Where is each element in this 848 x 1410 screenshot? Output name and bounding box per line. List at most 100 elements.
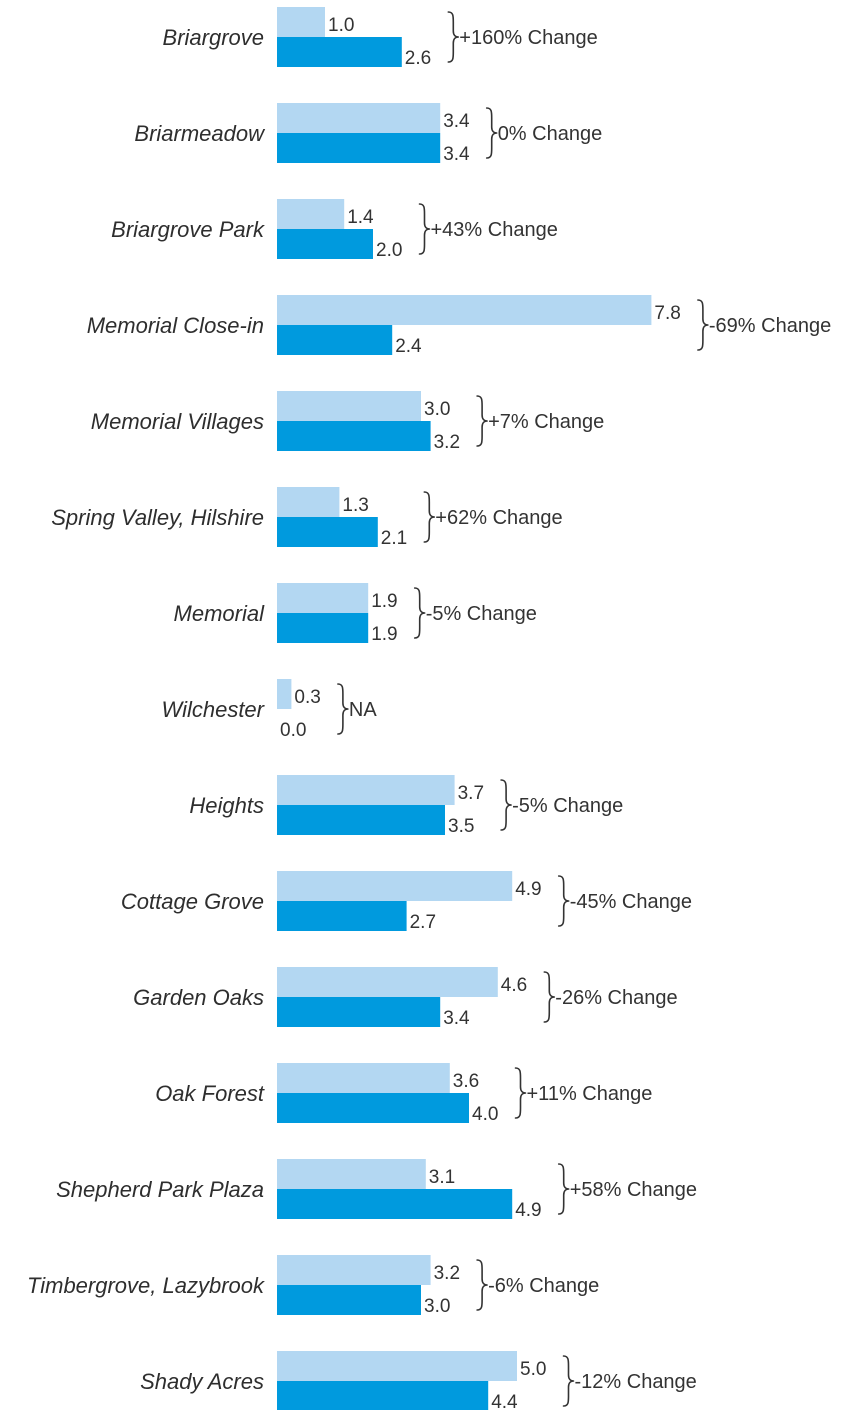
value-label-series-1: 3.4 bbox=[443, 111, 470, 132]
change-label: -5% Change bbox=[426, 603, 537, 625]
category-label: Spring Valley, Hilshire bbox=[51, 505, 264, 530]
bar-series-2 bbox=[277, 901, 407, 931]
change-brace bbox=[476, 395, 488, 447]
category-label: Briarmeadow bbox=[134, 121, 266, 146]
value-label-series-1: 1.0 bbox=[328, 15, 354, 36]
bar-series-1 bbox=[277, 1255, 431, 1285]
change-label: +11% Change bbox=[527, 1083, 653, 1105]
category-label: Timbergrove, Lazybrook bbox=[27, 1273, 265, 1298]
value-label-series-2: 3.5 bbox=[448, 816, 474, 837]
category-label: Heights bbox=[189, 793, 264, 818]
value-label-series-1: 3.7 bbox=[458, 783, 484, 804]
value-label-series-2: 3.4 bbox=[443, 1008, 470, 1029]
bar-series-1 bbox=[277, 775, 455, 805]
category-label: Briargrove bbox=[163, 25, 264, 50]
change-brace bbox=[543, 971, 556, 1023]
change-label: -45% Change bbox=[570, 891, 692, 913]
value-label-series-1: 4.9 bbox=[515, 879, 541, 900]
bar-series-1 bbox=[277, 871, 513, 901]
category-label: Memorial Close-in bbox=[87, 313, 264, 338]
change-label: +43% Change bbox=[431, 219, 558, 241]
change-brace bbox=[447, 11, 460, 63]
value-label-series-2: 0.0 bbox=[280, 720, 306, 741]
value-label-series-2: 2.7 bbox=[410, 912, 436, 933]
value-label-series-2: 4.4 bbox=[491, 1392, 518, 1410]
value-label-series-1: 3.1 bbox=[429, 1167, 455, 1188]
value-label-series-2: 2.4 bbox=[395, 336, 422, 357]
bar-series-1 bbox=[277, 1351, 517, 1381]
bar-series-1 bbox=[277, 679, 292, 709]
bar-series-1 bbox=[277, 967, 498, 997]
category-label: Memorial bbox=[174, 601, 266, 626]
value-label-series-1: 3.0 bbox=[424, 399, 450, 420]
value-label-series-1: 4.6 bbox=[501, 975, 527, 996]
value-label-series-1: 3.2 bbox=[434, 1263, 460, 1284]
value-label-series-1: 0.3 bbox=[294, 687, 320, 708]
category-label: Memorial Villages bbox=[91, 409, 264, 434]
bar-series-2 bbox=[277, 613, 369, 643]
change-label: +58% Change bbox=[570, 1179, 697, 1201]
value-label-series-1: 1.9 bbox=[371, 591, 397, 612]
value-label-series-1: 1.3 bbox=[342, 495, 368, 516]
value-label-series-2: 4.0 bbox=[472, 1104, 498, 1125]
bar-series-2 bbox=[277, 133, 441, 163]
bar-series-1 bbox=[277, 487, 340, 517]
category-label: Garden Oaks bbox=[133, 985, 264, 1010]
change-brace bbox=[500, 779, 512, 831]
bar-series-2 bbox=[277, 1285, 421, 1315]
bar-series-1 bbox=[277, 199, 345, 229]
category-label: Oak Forest bbox=[155, 1081, 265, 1106]
bar-series-2 bbox=[277, 421, 431, 451]
change-label: -6% Change bbox=[488, 1275, 599, 1297]
value-label-series-1: 1.4 bbox=[347, 207, 374, 228]
change-brace bbox=[562, 1355, 575, 1407]
change-brace bbox=[476, 1259, 488, 1311]
change-brace bbox=[413, 587, 426, 639]
category-label: Shady Acres bbox=[140, 1369, 264, 1394]
bar-series-2 bbox=[277, 325, 393, 355]
bar-series-1 bbox=[277, 1159, 426, 1189]
category-label: Wilchester bbox=[162, 697, 266, 722]
bar-series-1 bbox=[277, 391, 421, 421]
value-label-series-1: 3.6 bbox=[453, 1071, 479, 1092]
bar-series-1 bbox=[277, 7, 325, 37]
change-brace bbox=[697, 299, 709, 351]
change-label: -26% Change bbox=[555, 987, 677, 1009]
value-label-series-2: 3.2 bbox=[434, 432, 460, 453]
bar-series-1 bbox=[277, 103, 441, 133]
bar-series-2 bbox=[277, 997, 441, 1027]
change-brace bbox=[423, 491, 436, 543]
change-label: -12% Change bbox=[575, 1371, 697, 1393]
category-label: Cottage Grove bbox=[121, 889, 264, 914]
value-label-series-2: 2.0 bbox=[376, 240, 402, 261]
category-label: Shepherd Park Plaza bbox=[56, 1177, 264, 1202]
value-label-series-2: 2.1 bbox=[381, 528, 407, 549]
change-label: NA bbox=[349, 699, 377, 721]
bar-series-1 bbox=[277, 1063, 450, 1093]
bar-series-2 bbox=[277, 37, 402, 67]
change-brace bbox=[337, 683, 349, 735]
bar-series-2 bbox=[277, 1093, 469, 1123]
change-label: -5% Change bbox=[512, 795, 623, 817]
value-label-series-2: 3.0 bbox=[424, 1296, 450, 1317]
change-brace bbox=[514, 1067, 527, 1119]
change-label: +160% Change bbox=[459, 27, 597, 49]
bar-series-2 bbox=[277, 1189, 513, 1219]
bar-series-1 bbox=[277, 583, 369, 613]
value-label-series-2: 1.9 bbox=[371, 624, 397, 645]
change-brace bbox=[485, 107, 498, 159]
bar-series-2 bbox=[277, 805, 445, 835]
bar-series-2 bbox=[277, 517, 378, 547]
change-label: +62% Change bbox=[435, 507, 562, 529]
bar-series-1 bbox=[277, 295, 652, 325]
change-label: +7% Change bbox=[488, 411, 604, 433]
value-label-series-2: 4.9 bbox=[515, 1200, 541, 1221]
bar-series-2 bbox=[277, 1381, 489, 1410]
value-label-series-1: 7.8 bbox=[654, 303, 680, 324]
value-label-series-2: 3.4 bbox=[443, 144, 470, 165]
change-brace bbox=[418, 203, 431, 255]
bar-series-2 bbox=[277, 229, 373, 259]
value-label-series-1: 5.0 bbox=[520, 1359, 546, 1380]
change-label: 0% Change bbox=[498, 123, 603, 145]
